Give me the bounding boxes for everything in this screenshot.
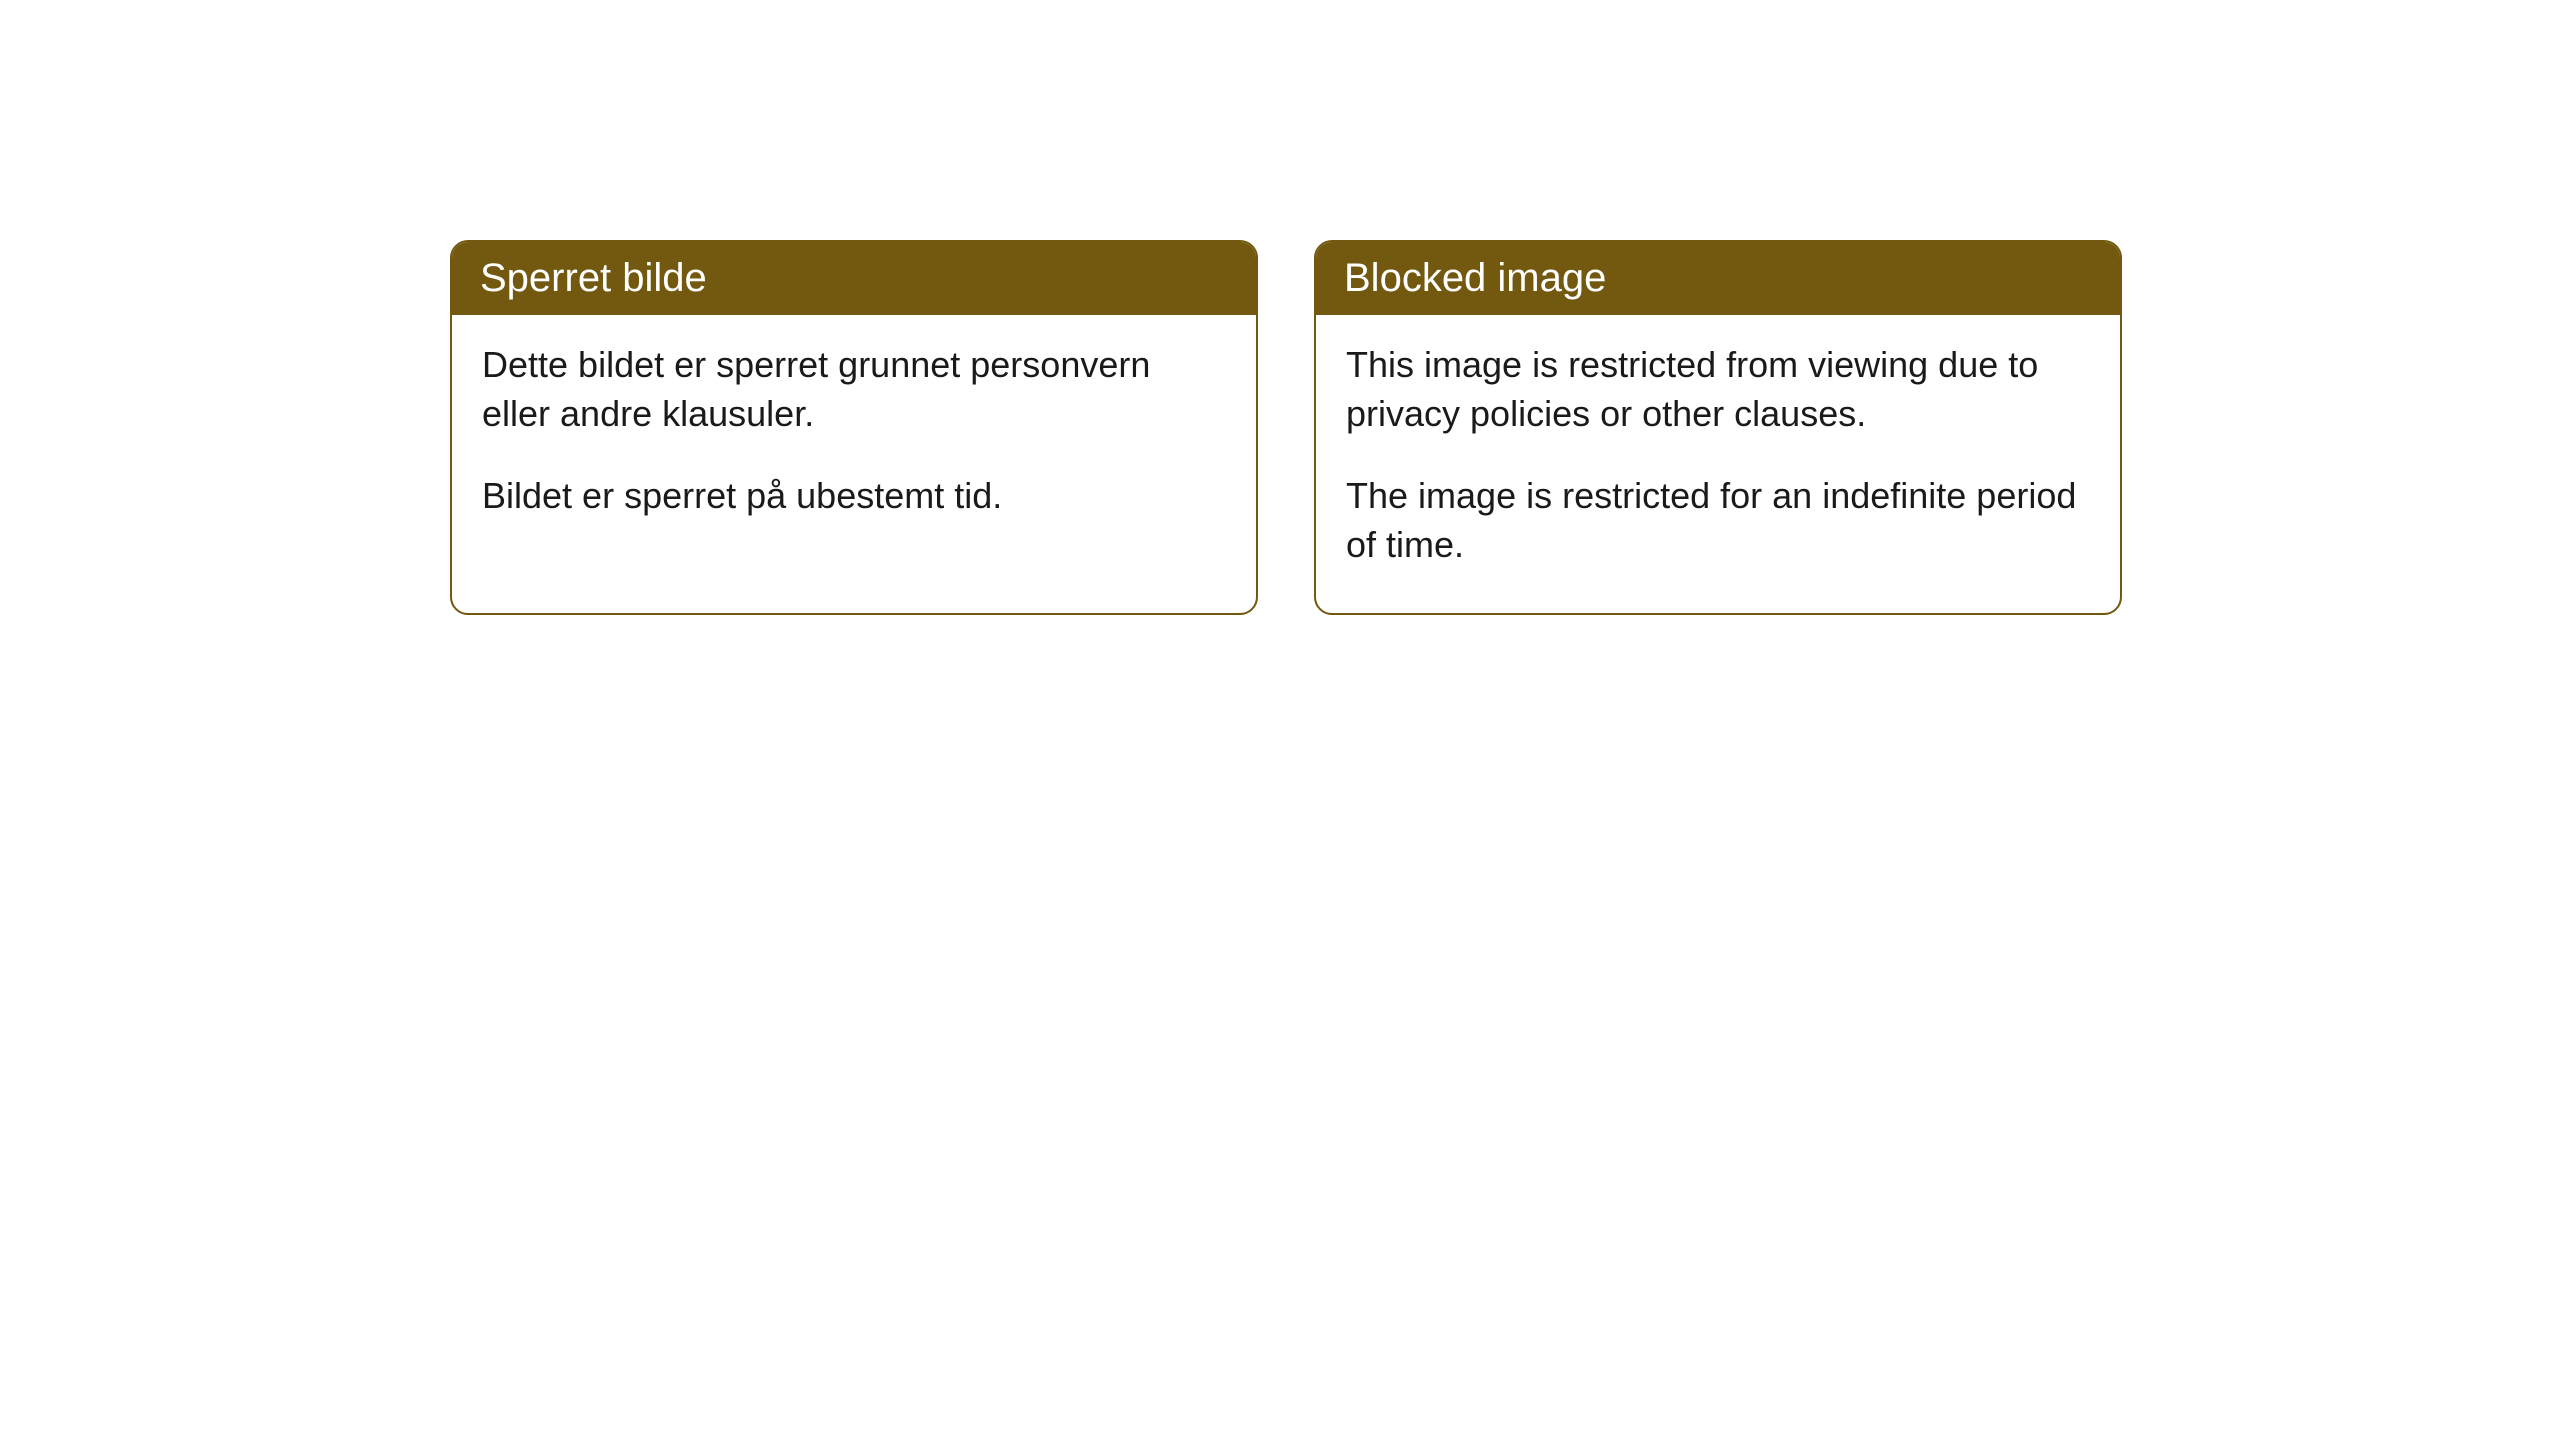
card-title: Sperret bilde bbox=[480, 256, 707, 300]
notice-cards-container: Sperret bilde Dette bildet er sperret gr… bbox=[0, 0, 2560, 615]
card-header: Blocked image bbox=[1316, 242, 2120, 315]
card-paragraph: Bildet er sperret på ubestemt tid. bbox=[482, 472, 1226, 521]
card-body: This image is restricted from viewing du… bbox=[1316, 315, 2120, 613]
card-body: Dette bildet er sperret grunnet personve… bbox=[452, 315, 1256, 565]
card-title: Blocked image bbox=[1344, 256, 1606, 300]
card-paragraph: This image is restricted from viewing du… bbox=[1346, 341, 2090, 438]
blocked-image-card-en: Blocked image This image is restricted f… bbox=[1314, 240, 2122, 615]
card-paragraph: Dette bildet er sperret grunnet personve… bbox=[482, 341, 1226, 438]
card-header: Sperret bilde bbox=[452, 242, 1256, 315]
card-paragraph: The image is restricted for an indefinit… bbox=[1346, 472, 2090, 569]
blocked-image-card-no: Sperret bilde Dette bildet er sperret gr… bbox=[450, 240, 1258, 615]
